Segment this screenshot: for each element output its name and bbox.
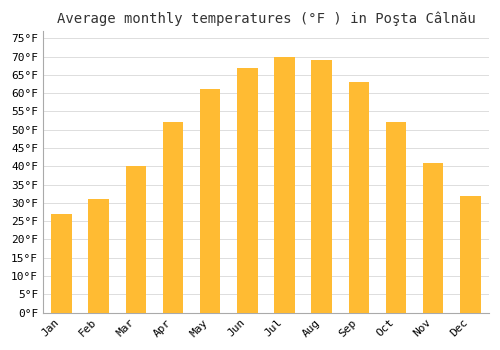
Bar (200, 90, 220, 313)
Bar (237, 68, 258, 313)
Bar (312, 60, 332, 313)
Bar (423, 163, 444, 313)
Title: Average monthly temperatures (°F ) in Poşta Câlnău: Average monthly temperatures (°F ) in Po… (56, 11, 476, 26)
Bar (163, 122, 184, 313)
Bar (52, 214, 72, 313)
Bar (386, 122, 406, 313)
Bar (348, 82, 369, 313)
Bar (126, 166, 146, 313)
Bar (274, 57, 294, 313)
Bar (88, 199, 109, 313)
Bar (460, 196, 480, 313)
